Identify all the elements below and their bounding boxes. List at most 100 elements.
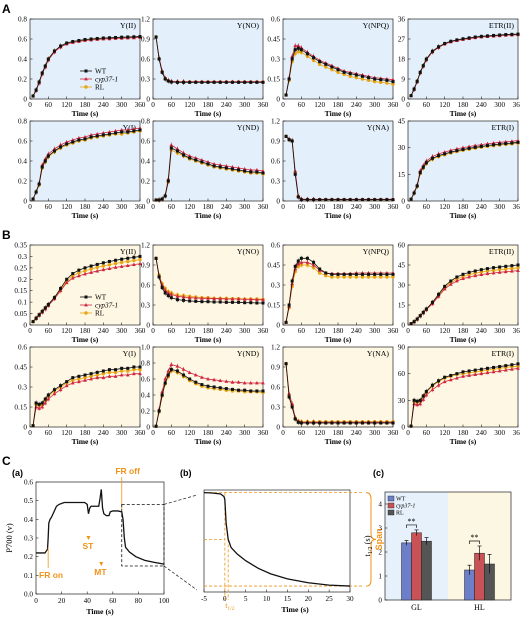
point-B5-0-13 xyxy=(95,370,99,374)
point-A6-1-5 xyxy=(169,143,174,147)
point-B3-0-16 xyxy=(367,272,371,276)
point-B6-1-20 xyxy=(261,381,265,385)
point-B5-1-18 xyxy=(125,373,130,377)
x-tick-label-A6-0: 0 xyxy=(151,203,155,211)
x-axis-label-B3: Time (s) xyxy=(325,335,352,344)
point-B7-0-0 xyxy=(284,362,288,366)
point-B3-2-12 xyxy=(342,275,346,279)
point-B3-2-11 xyxy=(336,275,340,279)
point-B8-0-9 xyxy=(449,373,453,377)
x-tick-label-A8-0: 0 xyxy=(406,203,410,211)
y-tick-label-B4-2: 30 xyxy=(398,282,406,290)
point-B3-2-14 xyxy=(354,275,359,279)
point-A3-2-11 xyxy=(336,70,340,75)
x-tick-label-A7-5: 300 xyxy=(369,203,380,211)
y-tick-label-A1-3: 0.6 xyxy=(18,36,27,44)
point-B6-1-17 xyxy=(242,381,247,385)
point-B1-1-19 xyxy=(131,262,136,267)
point-B1-0-20 xyxy=(138,254,142,258)
point-A6-0-7 xyxy=(182,153,186,157)
point-A7-0-19 xyxy=(385,198,389,202)
point-A5-0-8 xyxy=(65,142,69,146)
y-tick-label-B6-1: 0.2 xyxy=(141,408,150,416)
point-B8-1-4 xyxy=(421,397,426,401)
p700-decay-trace xyxy=(203,491,351,587)
point-B5-0-5 xyxy=(46,393,50,397)
point-A1-0-16 xyxy=(114,36,118,39)
point-A3-0-17 xyxy=(373,77,377,81)
x-tick-label-B4-1: 60 xyxy=(423,327,431,335)
point-B2-0-20 xyxy=(261,301,265,305)
point-B1-1-15 xyxy=(107,266,112,270)
point-A2-0-5 xyxy=(169,80,173,84)
y-tick-label-Ca-4: 0.4 xyxy=(24,516,33,524)
point-A5-0-2 xyxy=(37,182,41,186)
point-A4-0-1 xyxy=(412,87,416,91)
point-A5-0-10 xyxy=(77,138,81,142)
y-tick-label-B5-2: 0.3 xyxy=(18,384,27,392)
x-axis-label-A5: Time (s) xyxy=(72,211,99,220)
point-A6-0-0 xyxy=(154,198,158,202)
point-B1-2-18 xyxy=(126,259,130,264)
point-A7-0-18 xyxy=(379,198,383,202)
x-tick-label-B6-6: 360 xyxy=(258,429,269,437)
x-tick-label-A3-4: 240 xyxy=(351,101,362,109)
x-tick-label-B3-3: 180 xyxy=(333,327,344,335)
y-tick-label-A2-1: 0.3 xyxy=(141,76,150,84)
x-tick-label-A4-6: 360 xyxy=(513,101,520,109)
point-B4-0-6 xyxy=(430,300,434,304)
point-A3-0-4 xyxy=(296,46,300,50)
p700-trace xyxy=(36,489,165,565)
point-B1-0-1 xyxy=(34,316,38,320)
point-B3-2-5 xyxy=(299,263,304,267)
point-A2-0-9 xyxy=(194,80,198,84)
point-B2-0-13 xyxy=(218,300,222,304)
point-B1-0-17 xyxy=(120,257,124,261)
y-tick-label-Ca-3: 0.3 xyxy=(24,535,33,543)
x-axis-label-B2: Time (s) xyxy=(195,335,222,344)
point-B8-1-19 xyxy=(509,367,514,371)
x-tick-label-A8-3: 180 xyxy=(458,203,469,211)
point-A7-0-10 xyxy=(330,198,334,202)
x-tick-label-B1-4: 240 xyxy=(98,327,109,335)
x-tick-label-A1-5: 300 xyxy=(116,101,127,109)
point-A3-0-13 xyxy=(348,72,352,76)
point-A1-0-9 xyxy=(71,40,75,43)
point-B1-0-6 xyxy=(52,296,56,300)
point-B3-0-2 xyxy=(290,279,294,283)
x-tick-label-B4-2: 120 xyxy=(439,327,450,335)
point-B3-0-18 xyxy=(379,272,383,276)
point-B8-0-5 xyxy=(424,389,428,393)
x-tick-label-B5-6: 360 xyxy=(135,429,146,437)
point-A8-0-9 xyxy=(449,150,453,154)
chart-title-A3: Y(NPQ) xyxy=(363,21,390,30)
x-tick-label-B2-3: 180 xyxy=(203,327,214,335)
point-A1-0-19 xyxy=(132,35,136,39)
point-A4-0-9 xyxy=(449,39,453,43)
point-A4-0-4 xyxy=(421,64,425,68)
annotation-st: ST xyxy=(82,541,94,551)
point-B4-0-18 xyxy=(504,264,508,268)
x-axis-label-A1: Time (s) xyxy=(72,109,99,118)
x-tick-label-B8-2: 120 xyxy=(439,429,450,437)
chart-A2: 0 0.3 0.6 0.9 1.2 0 60 120 180 240 300 360 Time (s) Y… xyxy=(141,16,269,119)
point-B4-0-12 xyxy=(467,270,471,274)
y-tick-label-Cc-1: 1 xyxy=(378,573,382,581)
point-A7-0-14 xyxy=(354,198,358,202)
chart-title-A7: Y(NA) xyxy=(367,123,389,132)
chart-title-B8: ETR(I) xyxy=(491,349,514,358)
point-B4-1-13 xyxy=(473,273,478,278)
point-B8-1-6 xyxy=(430,387,435,392)
point-A8-0-6 xyxy=(430,156,434,160)
x-tick-label-B2-4: 240 xyxy=(221,327,232,335)
point-B2-1-11 xyxy=(206,296,210,300)
point-B1-0-8 xyxy=(65,277,69,281)
point-B1-1-17 xyxy=(119,264,124,268)
point-B6-0-11 xyxy=(206,384,210,388)
chart-title-A8: ETR(I) xyxy=(491,123,514,132)
y-tick-label-A8-3: 45 xyxy=(398,118,406,126)
y-axis-label-Cc: t1/2 (s) xyxy=(362,535,374,556)
point-B7-0-18 xyxy=(379,421,383,425)
point-B2-0-12 xyxy=(212,300,216,304)
point-B2-1-14 xyxy=(224,297,229,301)
